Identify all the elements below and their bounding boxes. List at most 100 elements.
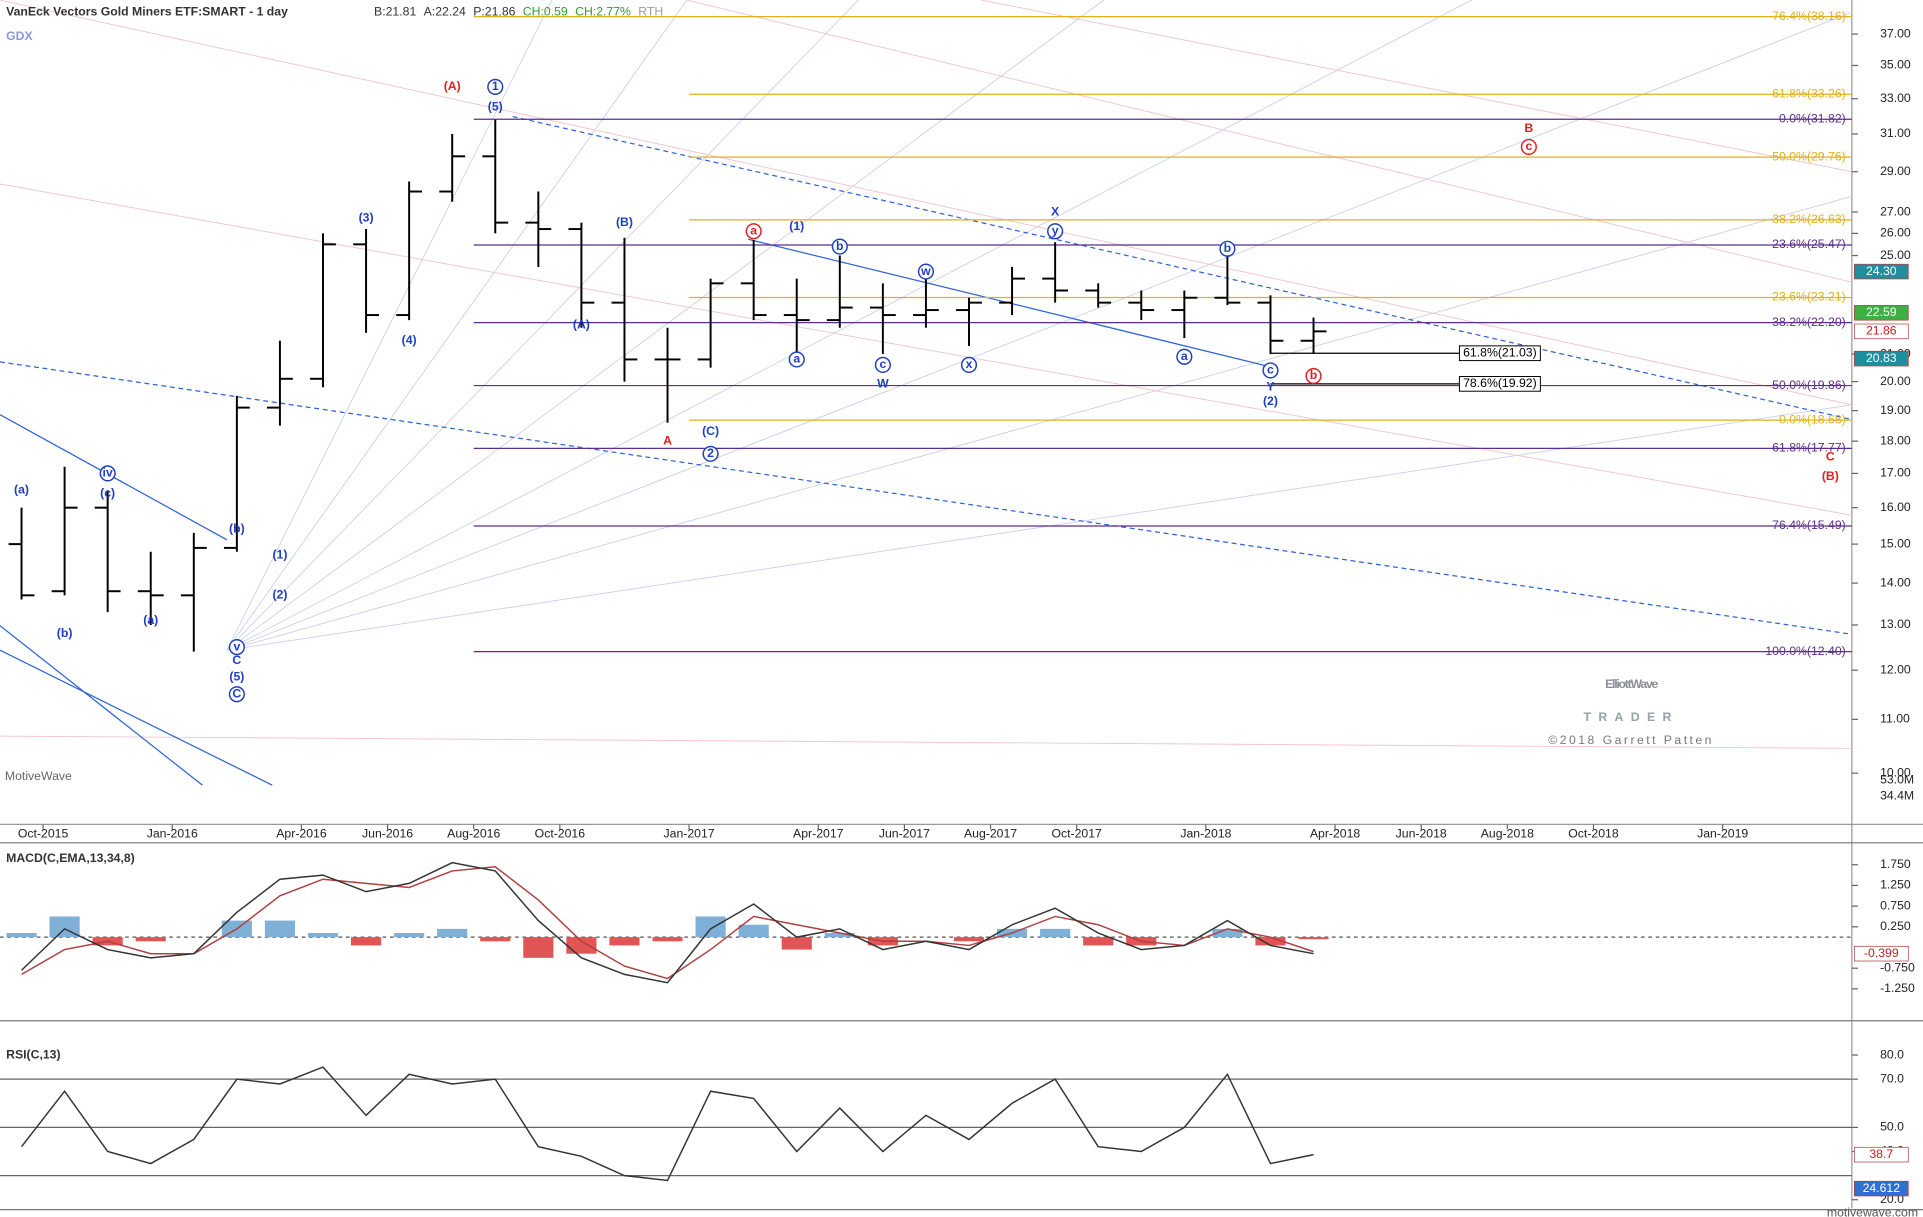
- x-tick-label: Apr-2016: [276, 826, 327, 840]
- volume-tag: 34.4M: [1880, 788, 1914, 802]
- quote-line: B:21.81 A:22.24 P:21.86 CH:0.59 CH:2.77% RTH: [374, 5, 663, 19]
- wave-circle: [874, 356, 891, 373]
- wave-label: (c): [100, 486, 115, 500]
- quote-item: A:22.24: [424, 5, 466, 19]
- wave-label: 1: [492, 79, 499, 93]
- x-tick-label: Oct-2017: [1051, 826, 1102, 840]
- wave-label: Y: [1266, 380, 1274, 394]
- y-tick-label: 29.00: [1880, 164, 1911, 178]
- wave-label: a: [793, 352, 800, 366]
- y-tick-label: 14.00: [1880, 575, 1911, 589]
- wave-label: (B): [1822, 469, 1839, 483]
- histogram-bar: [307, 933, 339, 938]
- fib-label: 61.8%(33.26): [1772, 87, 1846, 101]
- y-tick-label: 35.00: [1880, 58, 1911, 72]
- wave-label: (C): [702, 424, 719, 438]
- y-tick-label: -1.250: [1880, 981, 1915, 995]
- x-tick-label: Jan-2018: [1180, 826, 1231, 840]
- wave-label: w: [920, 264, 931, 278]
- wave-label: (a): [143, 613, 158, 627]
- wave-circle: [745, 223, 762, 240]
- quote-item: RTH: [638, 5, 663, 19]
- y-tick-label: 13.00: [1880, 617, 1911, 631]
- histogram-bar: [394, 933, 425, 938]
- site-name: motivewave.com: [1827, 1206, 1918, 1217]
- fib-label: 76.4%(15.49): [1772, 518, 1846, 532]
- price-tag-label: 22.59: [1866, 305, 1897, 319]
- histogram-bar: [135, 937, 166, 942]
- wave-label: (B): [616, 215, 633, 229]
- wave-label: a: [1181, 349, 1188, 363]
- quote-item: P:21.86: [473, 5, 515, 19]
- y-tick-label: 37.00: [1880, 26, 1911, 40]
- y-tick-label: 1.250: [1880, 878, 1911, 892]
- x-tick-label: Jan-2016: [147, 826, 198, 840]
- price-tag: [1853, 1180, 1909, 1197]
- watermark-brand: ElliottWave: [1605, 677, 1658, 691]
- fib-label: 38.2%(26.63): [1772, 212, 1846, 226]
- x-tick-label: Jan-2017: [664, 826, 715, 840]
- wave-circle: [1047, 223, 1064, 240]
- wave-label: b: [836, 239, 843, 253]
- wave-circle: [917, 263, 935, 280]
- wave-label: (b): [229, 521, 245, 535]
- wave-circle: [788, 351, 805, 368]
- y-tick-label: 31.00: [1880, 126, 1911, 140]
- histogram-bar: [1083, 937, 1114, 946]
- fib-label: 50.0%(29.76): [1772, 149, 1846, 163]
- wave-circle: [702, 445, 719, 462]
- wave-label: (5): [488, 100, 503, 114]
- x-tick-label: Jun-2018: [1396, 826, 1447, 840]
- price-tag: [1853, 305, 1909, 321]
- x-tick-label: Aug-2017: [964, 826, 1017, 840]
- wave-circle: [960, 356, 978, 373]
- platform-name: MotiveWave: [5, 769, 72, 783]
- price-tag: [1853, 945, 1909, 962]
- wave-label: v: [233, 639, 240, 653]
- wave-label: iv: [103, 466, 113, 480]
- price-tag-label: -0.399: [1864, 946, 1899, 960]
- price-tag-label: 24.30: [1866, 264, 1897, 278]
- arc-lines: [0, 0, 1852, 749]
- fib-label: 23.6%(25.47): [1772, 237, 1846, 251]
- target-box: [1458, 345, 1541, 362]
- wave-label: c: [879, 357, 886, 371]
- indicator-title: RSI(C,13): [6, 1047, 60, 1061]
- x-tick-label: Aug-2018: [1481, 826, 1534, 840]
- y-tick-label: 17.00: [1880, 466, 1911, 480]
- y-tick-label: -0.750: [1880, 960, 1915, 974]
- histogram-bar: [566, 937, 597, 954]
- y-tick-label: 16.00: [1880, 500, 1911, 514]
- price-tag: [1853, 350, 1909, 367]
- fib-label: 50.0%(19.86): [1772, 378, 1846, 392]
- y-tick-label: 27.00: [1880, 204, 1911, 218]
- price-tag: [1853, 263, 1909, 280]
- watermark-sub: TRADER: [1584, 710, 1679, 724]
- x-tick-label: Jun-2017: [879, 826, 930, 840]
- wave-label: (1): [789, 219, 804, 233]
- y-tick-label: 12.00: [1880, 662, 1911, 676]
- fib-label: 76.4%(38.16): [1772, 9, 1846, 23]
- signal-line: [21, 866, 1314, 980]
- target-label: 78.6%(19.92): [1463, 376, 1537, 390]
- quote-item: CH:0.59: [523, 5, 568, 19]
- y-tick-label: 70.0: [1880, 1071, 1904, 1085]
- y-tick-label: 19.00: [1880, 403, 1911, 417]
- y-tick-label: 33.00: [1880, 91, 1911, 105]
- histogram-bar: [350, 937, 382, 946]
- quote-item: CH:2.77%: [575, 5, 631, 19]
- y-tick-label: 1.750: [1880, 857, 1911, 871]
- wave-label: x: [966, 357, 973, 371]
- wave-label: (a): [14, 483, 29, 497]
- price-tag-label: 21.86: [1866, 324, 1897, 338]
- histogram-bar: [1212, 928, 1243, 938]
- histogram-bar: [1255, 937, 1286, 946]
- wave-label: (5): [229, 670, 244, 684]
- target-label: 61.8%(21.03): [1463, 345, 1537, 359]
- wave-circle: [1305, 367, 1322, 385]
- wave-circle: [1262, 362, 1279, 379]
- histogram-bar: [609, 937, 640, 946]
- indicator-title: MACD(C,EMA,13,34,8): [6, 851, 135, 865]
- wave-label: b: [1224, 241, 1231, 255]
